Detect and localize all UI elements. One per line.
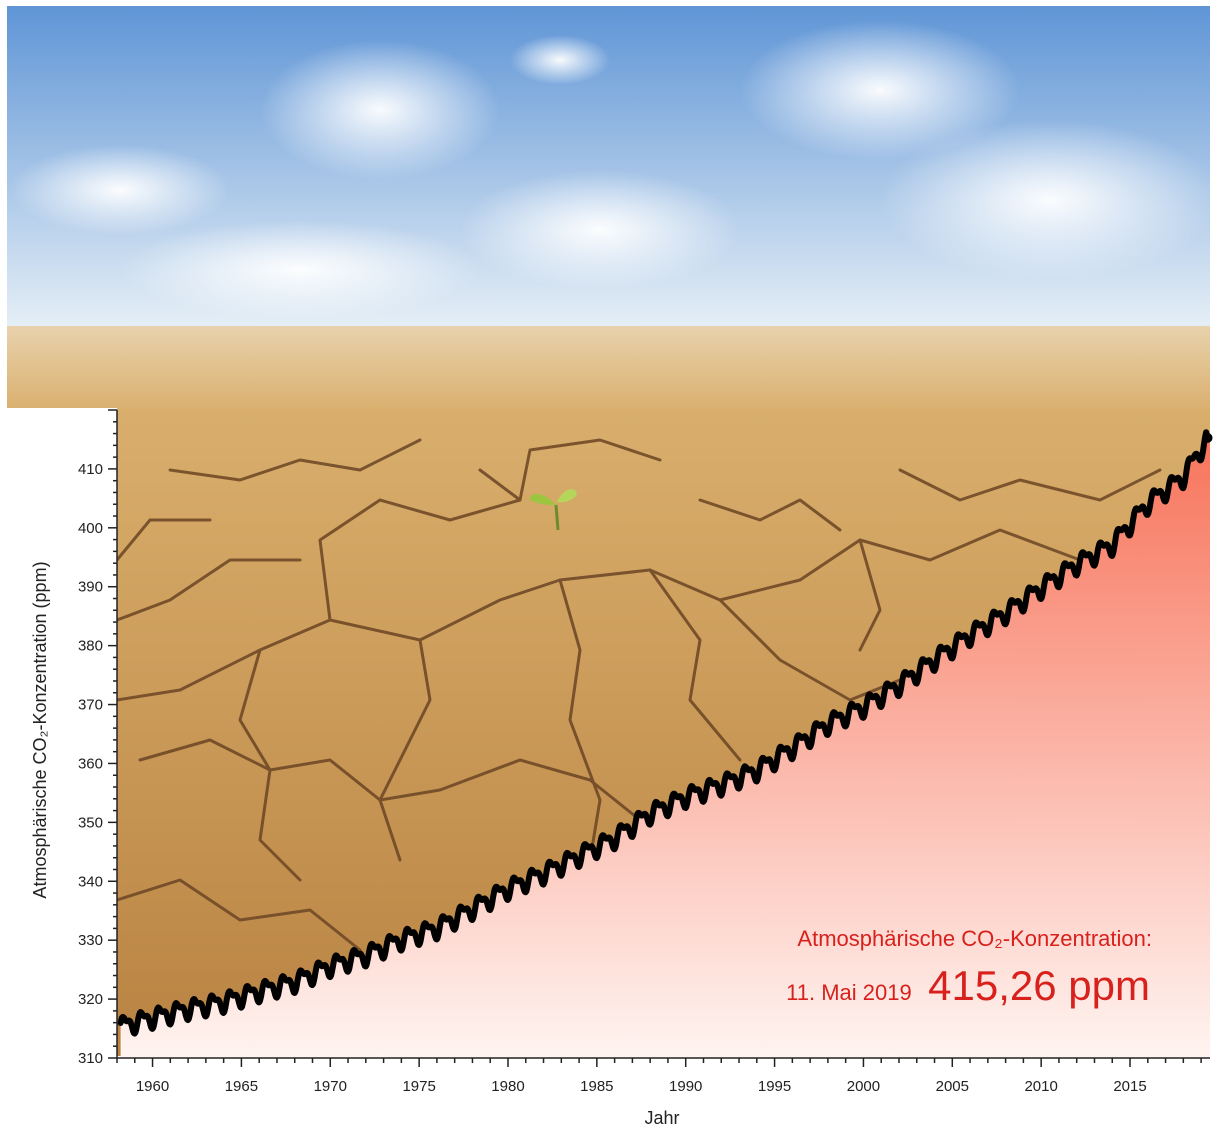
soil-crack: [898, 468, 1162, 502]
soil-crack: [378, 638, 432, 862]
area-under-curve: [120, 432, 1211, 1058]
soil-crack: [558, 578, 602, 862]
axes: [108, 409, 1210, 1067]
x-tick-label: 2015: [1113, 1078, 1146, 1095]
cloud: [880, 120, 1217, 280]
x-tick-label: 1985: [580, 1078, 613, 1095]
y-axis-title: Atmosphärische CO₂-Konzentration (ppm): [30, 561, 50, 898]
soil-crack: [318, 498, 522, 622]
soil-crack: [115, 518, 212, 562]
y-tick-label: 380: [78, 638, 103, 655]
annotation-line: 11. Mai 2019 415,26 ppm: [786, 962, 1150, 1009]
x-axis-title: Jahr: [644, 1108, 679, 1128]
y-tick-label: 390: [78, 579, 103, 596]
y-axis-panel: [0, 408, 117, 1129]
x-tick-labels: 1960 1965 1970 1975 1980 1985 1990 1995 2000 2005…: [136, 1078, 1147, 1095]
soil-crack: [858, 538, 882, 652]
x-tick-label: 1995: [758, 1078, 791, 1095]
y-tick-label: 350: [78, 814, 103, 831]
y-tick-label: 370: [78, 697, 103, 714]
x-tick-label: 1980: [491, 1078, 524, 1095]
cloud: [120, 220, 480, 320]
soil-crack: [168, 438, 422, 482]
x-tick-label: 1970: [314, 1078, 347, 1095]
y-tick-label: 360: [78, 755, 103, 772]
annotation-title: Atmosphärische CO₂-Konzentration:: [797, 926, 1152, 951]
latest-data-point: [1202, 432, 1213, 443]
co2-series-line: [117, 429, 1211, 1037]
cloud: [740, 20, 1020, 160]
x-tick-label: 1975: [402, 1078, 435, 1095]
cloud: [460, 170, 740, 290]
x-tick-label: 1990: [669, 1078, 702, 1095]
soil-crack: [115, 558, 302, 622]
soil-crack: [238, 648, 302, 882]
y-tick-label: 410: [78, 461, 103, 478]
x-tick-label: 1965: [225, 1078, 258, 1095]
y-tick-labels: 310 320 330 340 350 360 370 380 390 400 410: [78, 461, 103, 1067]
x-tick-label: 2010: [1024, 1078, 1057, 1095]
soil-crack: [478, 438, 662, 502]
soil-crack: [798, 528, 1082, 582]
x-tick-label: 2000: [847, 1078, 880, 1095]
annotation-date: 11. Mai 2019: [786, 980, 912, 1005]
y-tick-label: 320: [78, 991, 103, 1008]
x-tick-label: 1960: [136, 1078, 169, 1095]
soil-crack: [115, 878, 362, 952]
cloud: [260, 40, 500, 180]
annotation-value: 415,26 ppm: [928, 962, 1150, 1009]
y-tick-label: 330: [78, 932, 103, 949]
clouds: [10, 20, 1217, 320]
x-axis-panel: [0, 1058, 1217, 1129]
cloud: [10, 145, 230, 235]
soil-cracks: [115, 438, 1162, 952]
soil-crack: [698, 498, 842, 532]
cloud: [510, 35, 610, 85]
x-tick-label: 2005: [936, 1078, 969, 1095]
soil-crack: [648, 568, 742, 762]
soil-crack: [115, 568, 802, 702]
y-tick-label: 340: [78, 873, 103, 890]
y-tick-label: 310: [78, 1050, 103, 1067]
seedling-icon: [529, 489, 577, 531]
soil-crack: [718, 598, 902, 702]
y-tick-label: 400: [78, 520, 103, 537]
